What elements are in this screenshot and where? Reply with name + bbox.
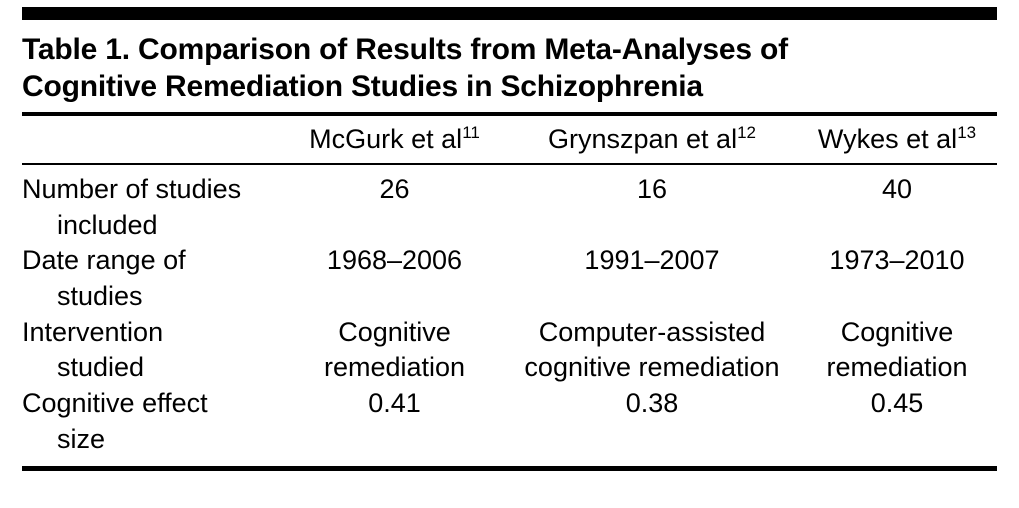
row-label-header-spacer <box>22 123 282 157</box>
row-label: Intervention studied <box>22 315 282 386</box>
table-cell: 26 <box>379 174 410 205</box>
table-cell: 0.41 <box>368 387 421 418</box>
table-cell: 1968–2006 <box>326 245 463 276</box>
column-header-label: Wykes et al <box>817 124 958 155</box>
table-row-intervention: Intervention studied Cognitive remediati… <box>22 315 997 386</box>
table-cell: 0.38 <box>625 387 679 418</box>
bottom-rule <box>22 466 997 472</box>
row-label-line2: size <box>57 423 106 454</box>
row-label-line2: studies <box>57 281 143 311</box>
title-rule <box>22 112 997 117</box>
table-cell: 0.45 <box>870 387 924 418</box>
table-header-row: McGurk et al11 Grynszpan et al12 Wykes e… <box>22 116 997 163</box>
column-header-grynszpan: Grynszpan et al12 <box>507 123 797 157</box>
row-label-line1: Date range of <box>22 245 186 276</box>
row-label-line1: Cognitive effect <box>22 387 208 418</box>
column-header-wykes: Wykes et al13 <box>797 123 997 157</box>
row-label: Cognitive effect size <box>22 386 282 457</box>
table-cell: 1991–2007 <box>584 245 720 276</box>
row-label: Date range of studies <box>22 243 282 314</box>
table-cell: Cognitive remediation <box>826 316 968 383</box>
row-label: Number of studies included <box>22 172 282 243</box>
table-cell: 1973–2010 <box>829 245 965 276</box>
table-cell: 16 <box>636 174 668 205</box>
citation-ref-12: 12 <box>737 123 756 143</box>
table-title: Table 1. Comparison of Results from Meta… <box>22 33 788 104</box>
table-body: Number of studies included 26 16 40 Date… <box>22 165 997 457</box>
row-label-line2: included <box>57 209 158 240</box>
column-header-label: Grynszpan et al <box>547 124 738 155</box>
table-cell: Computer-assisted cognitive remediation <box>524 316 780 383</box>
header-rule <box>22 163 997 166</box>
table-row-number-of-studies: Number of studies included 26 16 40 <box>22 172 997 243</box>
column-header-label: McGurk et al <box>309 124 463 155</box>
citation-ref-13: 13 <box>957 123 977 143</box>
citation-ref-11: 11 <box>462 123 480 143</box>
table-cell: 40 <box>881 174 913 205</box>
row-label-line1: Number of studies <box>22 174 242 205</box>
row-label-line1: Intervention <box>22 316 164 347</box>
row-label-line2: studied <box>57 352 145 383</box>
table-cell: Cognitive remediation <box>323 316 466 383</box>
table-row-effect-size: Cognitive effect size 0.41 0.38 0.45 <box>22 386 997 457</box>
table-row-date-range: Date range of studies 1968–2006 1991–200… <box>22 243 997 314</box>
column-header-mcgurk: McGurk et al11 <box>282 123 507 157</box>
top-rule <box>22 7 997 20</box>
